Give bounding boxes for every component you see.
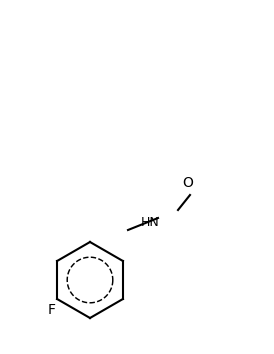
Text: HN: HN [141, 216, 159, 228]
Text: O: O [182, 176, 193, 190]
Text: F: F [48, 303, 56, 317]
